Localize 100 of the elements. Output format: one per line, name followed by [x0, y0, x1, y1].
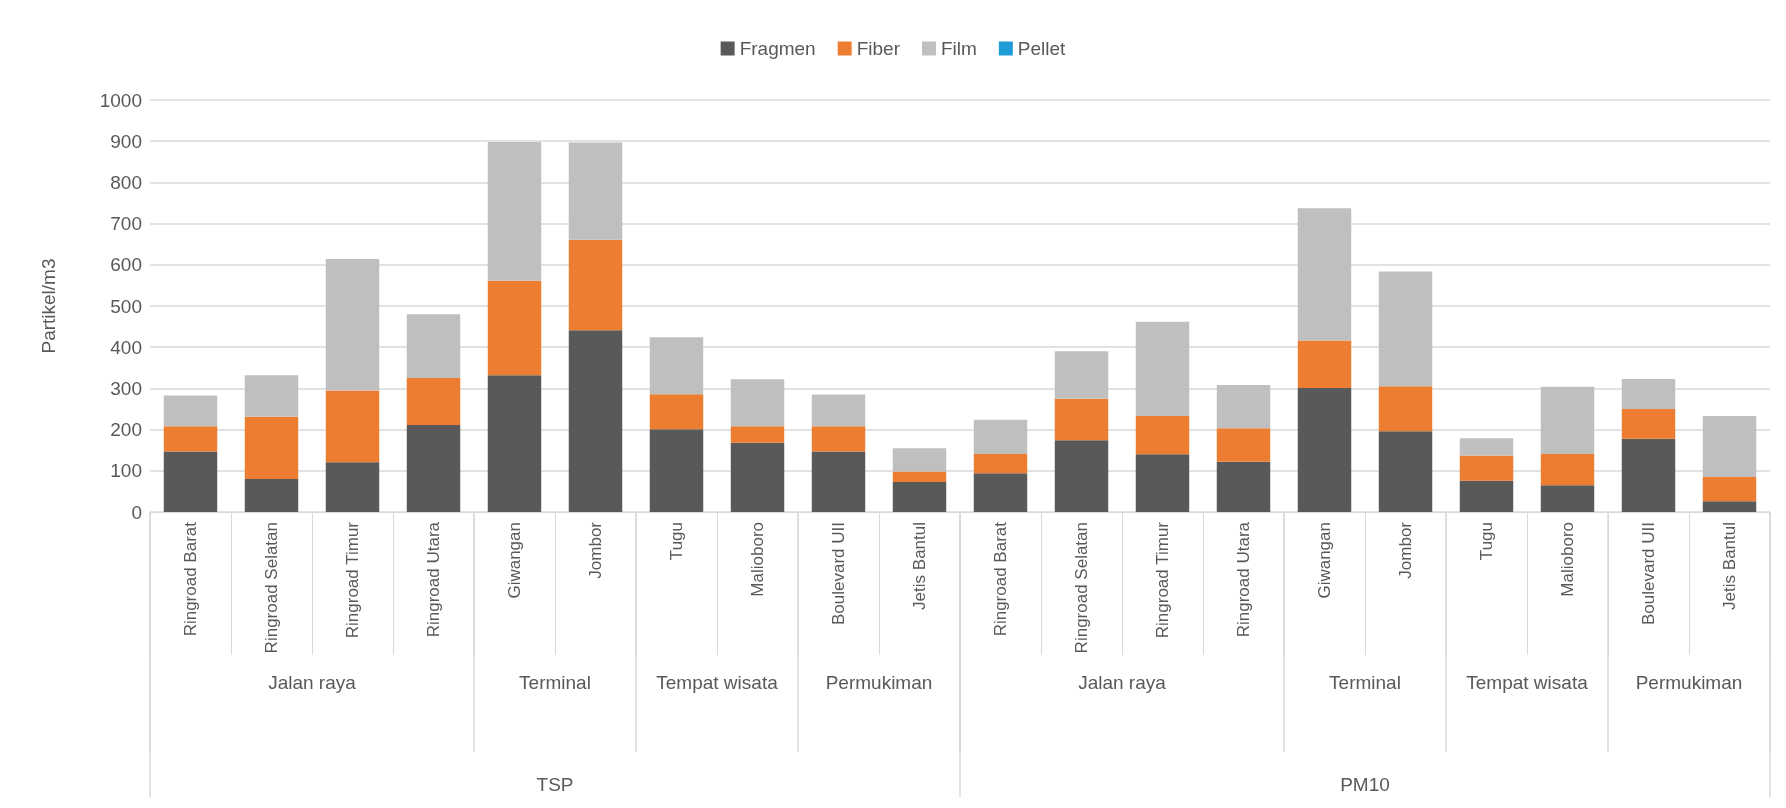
x-tick-label: Ringroad Timur: [343, 521, 362, 639]
y-tick-label: 600: [110, 254, 142, 276]
legend-label: Fiber: [856, 38, 901, 59]
bar: [892, 481, 947, 512]
y-tick-label: 100: [110, 460, 142, 482]
bar: [973, 419, 1028, 454]
bar: [325, 259, 380, 391]
text: Tempat wisata: [656, 671, 779, 693]
bar: [1297, 208, 1352, 341]
bar: [325, 390, 380, 463]
y-tick-label: 300: [110, 377, 142, 399]
bar: [244, 375, 299, 417]
x-tick-label: Boulevard UII: [829, 522, 848, 625]
bar: [487, 280, 542, 376]
bar: [406, 425, 461, 512]
text: TSP: [536, 773, 574, 795]
bar: [1540, 485, 1595, 512]
bar: [1621, 438, 1676, 512]
legend-label: Pellet: [1017, 38, 1067, 59]
legend-label: Fragmen: [739, 38, 816, 59]
bar: [1054, 440, 1109, 512]
bar: [1378, 431, 1433, 512]
y-tick-label: 1000: [99, 89, 142, 111]
x-tick-label: Ringroad Utara: [1234, 521, 1253, 638]
bar: [1621, 409, 1676, 439]
y-tick-label: 500: [110, 295, 142, 317]
bar: [163, 451, 218, 512]
bar: [1540, 453, 1595, 486]
x-tick-label: Giwangan: [505, 522, 524, 599]
text: Jalan raya: [1078, 671, 1167, 693]
bar: [1702, 501, 1757, 512]
bar: [568, 142, 623, 240]
bar: [406, 314, 461, 379]
bar: [1216, 385, 1271, 429]
bar: [649, 429, 704, 512]
bar: [1540, 386, 1595, 454]
bar: [487, 375, 542, 512]
text: Jalan raya: [268, 671, 357, 693]
x-tick-label: Ringroad Utara: [424, 521, 443, 638]
bar: [1459, 455, 1514, 481]
bar: [568, 239, 623, 331]
bar: [163, 426, 218, 452]
y-tick-label: 800: [110, 171, 142, 193]
y-tick-label: 400: [110, 336, 142, 358]
text: PM10: [1340, 773, 1390, 795]
text: Terminal: [519, 671, 591, 693]
bar: [892, 448, 947, 472]
bar: [973, 473, 1028, 512]
bar: [568, 330, 623, 512]
bar: [649, 394, 704, 430]
bar: [811, 451, 866, 512]
text: Tempat wisata: [1466, 671, 1589, 693]
bar: [1378, 271, 1433, 387]
bar: [244, 479, 299, 512]
x-tick-label: Ringroad Selatan: [1072, 522, 1091, 654]
bar: [730, 442, 785, 512]
bar: [244, 416, 299, 480]
text: Permukiman: [1635, 671, 1743, 693]
bar: [649, 337, 704, 395]
x-tick-label: Malioboro: [1558, 522, 1577, 597]
x-tick-label: Jetis Bantul: [910, 522, 929, 610]
x-tick-label: Tugu: [667, 522, 686, 561]
bar: [1297, 340, 1352, 388]
y-tick-label: 900: [110, 130, 142, 152]
bar: [1378, 386, 1433, 432]
bar: [1135, 321, 1190, 416]
bar: [730, 379, 785, 427]
y-axis-title: Partikel/m3: [38, 258, 59, 354]
bar: [1135, 416, 1190, 455]
bar: [406, 378, 461, 426]
bar: [730, 426, 785, 443]
bar: [1459, 480, 1514, 512]
bar: [1702, 476, 1757, 502]
x-tick-label: Ringroad Barat: [181, 521, 200, 637]
bar: [325, 462, 380, 512]
bar: [1702, 416, 1757, 477]
bar: [811, 426, 866, 452]
bar: [811, 394, 866, 427]
bar: [1297, 387, 1352, 512]
bar: [1459, 438, 1514, 456]
x-tick-label: Malioboro: [748, 522, 767, 597]
bar: [892, 471, 947, 482]
y-tick-label: 200: [110, 419, 142, 441]
y-tick-label: 700: [110, 213, 142, 235]
text: Terminal: [1329, 671, 1401, 693]
bar: [973, 453, 1028, 474]
x-tick-label: Jetis Bantul: [1720, 522, 1739, 610]
bar: [1054, 351, 1109, 399]
x-tick-label: Jombor: [586, 521, 605, 579]
bar: [1621, 378, 1676, 409]
bar: [1054, 398, 1109, 441]
bar: [1216, 428, 1271, 462]
bar: [1135, 454, 1190, 512]
x-tick-label: Ringroad Timur: [1153, 521, 1172, 639]
x-tick-label: Jombor: [1396, 521, 1415, 579]
x-tick-label: Ringroad Barat: [991, 521, 1010, 637]
y-tick-label: 0: [131, 501, 142, 523]
bar: [163, 395, 218, 427]
legend-label: Film: [940, 38, 977, 59]
text: Permukiman: [825, 671, 933, 693]
